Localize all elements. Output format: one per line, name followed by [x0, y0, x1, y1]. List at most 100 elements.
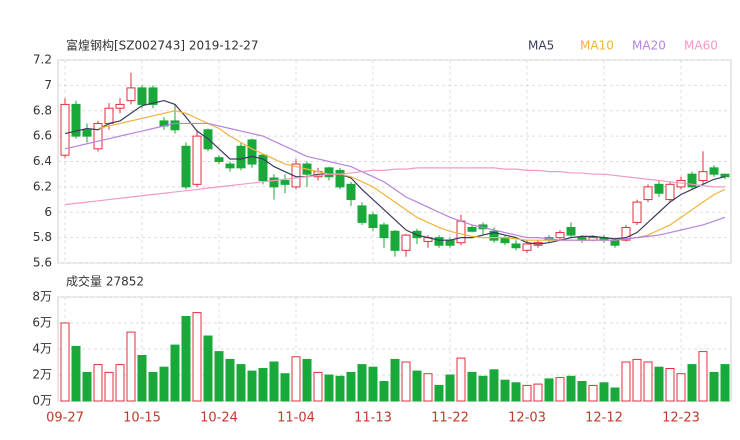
- y-tick-label: 6万: [32, 316, 52, 330]
- candle-body: [687, 173, 697, 188]
- volume-bar: [654, 366, 664, 402]
- candle-body: [698, 171, 708, 182]
- volume-bar: [93, 364, 103, 402]
- ma-line: [64, 167, 725, 206]
- legend-label: MA60: [684, 39, 718, 53]
- x-tick-label: 12-23: [662, 411, 700, 426]
- volume-bar: [412, 370, 422, 402]
- y-tick-label: 2万: [32, 368, 52, 382]
- candle-body: [71, 103, 81, 137]
- ma-line: [64, 99, 726, 245]
- volume-bar: [60, 322, 70, 402]
- candle-body: [269, 177, 279, 188]
- y-tick-label: 0万: [32, 394, 52, 408]
- candle-body: [511, 243, 521, 249]
- volume-bar: [357, 364, 367, 402]
- candle-body: [335, 169, 345, 188]
- volume-bar: [159, 366, 169, 402]
- volume-bar: [291, 356, 301, 402]
- candle-body: [225, 163, 235, 169]
- candle-body: [434, 237, 444, 246]
- volume-bar: [577, 381, 587, 402]
- volume-bar: [676, 373, 686, 402]
- candle-body: [445, 239, 455, 246]
- volume-bar: [258, 368, 268, 402]
- candle-body: [236, 145, 246, 169]
- volume-bar: [203, 335, 213, 402]
- volume-bar: [280, 373, 290, 402]
- x-tick-label: 10-15: [123, 411, 161, 426]
- y-tick-label: 7.2: [33, 53, 52, 67]
- y-tick-label: 5.6: [33, 256, 52, 270]
- candle-body: [258, 154, 268, 182]
- candle-body: [654, 183, 664, 194]
- volume-bar: [632, 358, 642, 402]
- candle-body: [214, 157, 224, 163]
- candle-body: [346, 183, 356, 201]
- volume-bar: [104, 371, 114, 402]
- candle-body: [610, 239, 620, 246]
- volume-bar: [665, 368, 675, 402]
- y-tick-label: 6: [44, 205, 52, 219]
- volume-bar: [687, 364, 697, 402]
- candle-body: [357, 205, 367, 223]
- x-tick-label: 11-22: [431, 411, 469, 426]
- x-tick-label: 12-12: [585, 411, 623, 426]
- candle-body: [280, 180, 290, 185]
- candle-body: [555, 232, 565, 239]
- volume-bar: [269, 361, 279, 402]
- volume-bar: [379, 381, 389, 402]
- y-tick-label: 6.4: [33, 154, 52, 168]
- y-tick-label: 8万: [32, 290, 52, 304]
- volume-bar: [192, 312, 202, 402]
- volume-bar: [148, 371, 158, 402]
- legend-label: MA10: [580, 39, 614, 53]
- legend-label: MA5: [528, 39, 554, 53]
- volume-bar: [434, 384, 444, 402]
- candle-body: [621, 226, 631, 241]
- volume-bar: [599, 382, 609, 402]
- candle-body: [489, 230, 499, 241]
- volume-bar: [588, 384, 598, 402]
- volume-bar: [247, 370, 257, 402]
- volume-bar: [511, 382, 521, 402]
- y-tick-label: 5.8: [33, 230, 52, 244]
- candle-body: [522, 243, 532, 251]
- ma-line: [64, 122, 726, 241]
- x-tick-label: 11-13: [354, 411, 392, 426]
- y-tick-label: 7: [44, 78, 52, 92]
- chart-title: 富煌钢构[SZ002743] 2019-12-27: [66, 38, 259, 53]
- candle-body: [115, 103, 125, 109]
- x-tick-label: 09-27: [46, 411, 84, 426]
- volume-bar: [313, 371, 323, 402]
- x-tick-label: 10-24: [200, 411, 238, 426]
- candle-body: [632, 201, 642, 223]
- volume-bar: [126, 331, 136, 402]
- candle-body: [60, 103, 70, 156]
- volume-bar: [489, 369, 499, 402]
- volume-bar: [709, 371, 719, 402]
- y-tick-label: 6.8: [33, 103, 52, 117]
- volume-bar: [346, 371, 356, 402]
- volume-bar: [610, 387, 620, 402]
- volume-bar: [467, 371, 477, 402]
- candle-body: [566, 226, 576, 236]
- volume-bar: [621, 361, 631, 402]
- volume-bar: [302, 358, 312, 402]
- candle-body: [93, 122, 103, 150]
- volume-bar: [566, 375, 576, 402]
- volume-title: 成交量 27852: [66, 274, 144, 289]
- candle-body: [181, 145, 191, 188]
- volume-bar: [225, 358, 235, 402]
- volume-bar: [555, 377, 565, 402]
- volume-bar: [115, 364, 125, 402]
- candle-body: [247, 139, 257, 165]
- volume-bar: [643, 361, 653, 402]
- candle-body: [126, 87, 136, 102]
- volume-bar: [478, 375, 488, 402]
- y-tick-label: 6.2: [33, 179, 52, 193]
- volume-bar: [214, 351, 224, 402]
- volume-bar: [533, 383, 543, 402]
- x-tick-label: 11-04: [277, 411, 315, 426]
